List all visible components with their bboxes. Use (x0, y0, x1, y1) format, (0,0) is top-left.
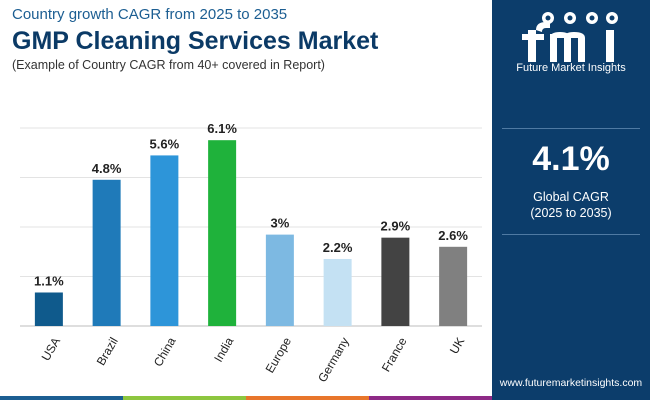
bar-usa (34, 292, 63, 326)
info-panel: Future Market Insights 4.1% Global CAGR … (492, 0, 650, 400)
x-tick-label: USA (39, 335, 63, 363)
global-cagr-period: (2025 to 2035) (530, 206, 612, 220)
footer-segment (246, 396, 369, 400)
data-label: 1.1% (34, 273, 64, 288)
bar-india (208, 140, 237, 326)
x-tick-label: China (151, 335, 179, 369)
x-tick-label: UK (447, 335, 467, 356)
bar-chart: 1.1% USA 4.8% Brazil 5.6% China 6.1% India 3% Eur… (20, 121, 482, 385)
brand-name: Future Market Insights (516, 62, 626, 74)
bar-europe (265, 234, 294, 326)
footer-segment (369, 396, 492, 400)
data-label: 4.8% (92, 161, 122, 176)
x-tick-label: France (379, 335, 410, 375)
data-label: 2.6% (438, 228, 468, 243)
x-tick-label: Brazil (94, 335, 121, 368)
data-label: 5.6% (150, 136, 180, 151)
x-tick-label: Germany (315, 335, 352, 385)
data-label: 2.9% (381, 219, 411, 234)
data-label: 6.1% (207, 121, 237, 136)
panel-divider-bottom (502, 234, 640, 235)
data-label: 2.2% (323, 240, 353, 255)
footer-segment (123, 396, 246, 400)
global-cagr-value: 4.1% (532, 140, 610, 178)
bar-uk (439, 246, 468, 326)
footer-segment (0, 396, 123, 400)
fmi-logo-icon (522, 12, 618, 62)
data-label: 3% (270, 216, 289, 231)
chart-note: (Example of Country CAGR from 40+ covere… (12, 58, 325, 72)
x-tick-label: India (211, 335, 236, 365)
bar-china (150, 155, 179, 326)
panel-divider-top (502, 128, 640, 129)
chart-header: Country growth CAGR from 2025 to 2035 GM… (12, 6, 482, 73)
chart-title: GMP Cleaning Services Market (12, 27, 379, 55)
bar-brazil (92, 179, 121, 326)
bar-germany (323, 258, 352, 326)
chart-subtitle: Country growth CAGR from 2025 to 2035 (12, 6, 288, 23)
global-cagr-label: Global CAGR (533, 190, 609, 204)
website-link[interactable]: www.futuremarketinsights.com (499, 377, 643, 389)
x-tick-label: Europe (263, 335, 295, 376)
bar-france (381, 237, 410, 326)
